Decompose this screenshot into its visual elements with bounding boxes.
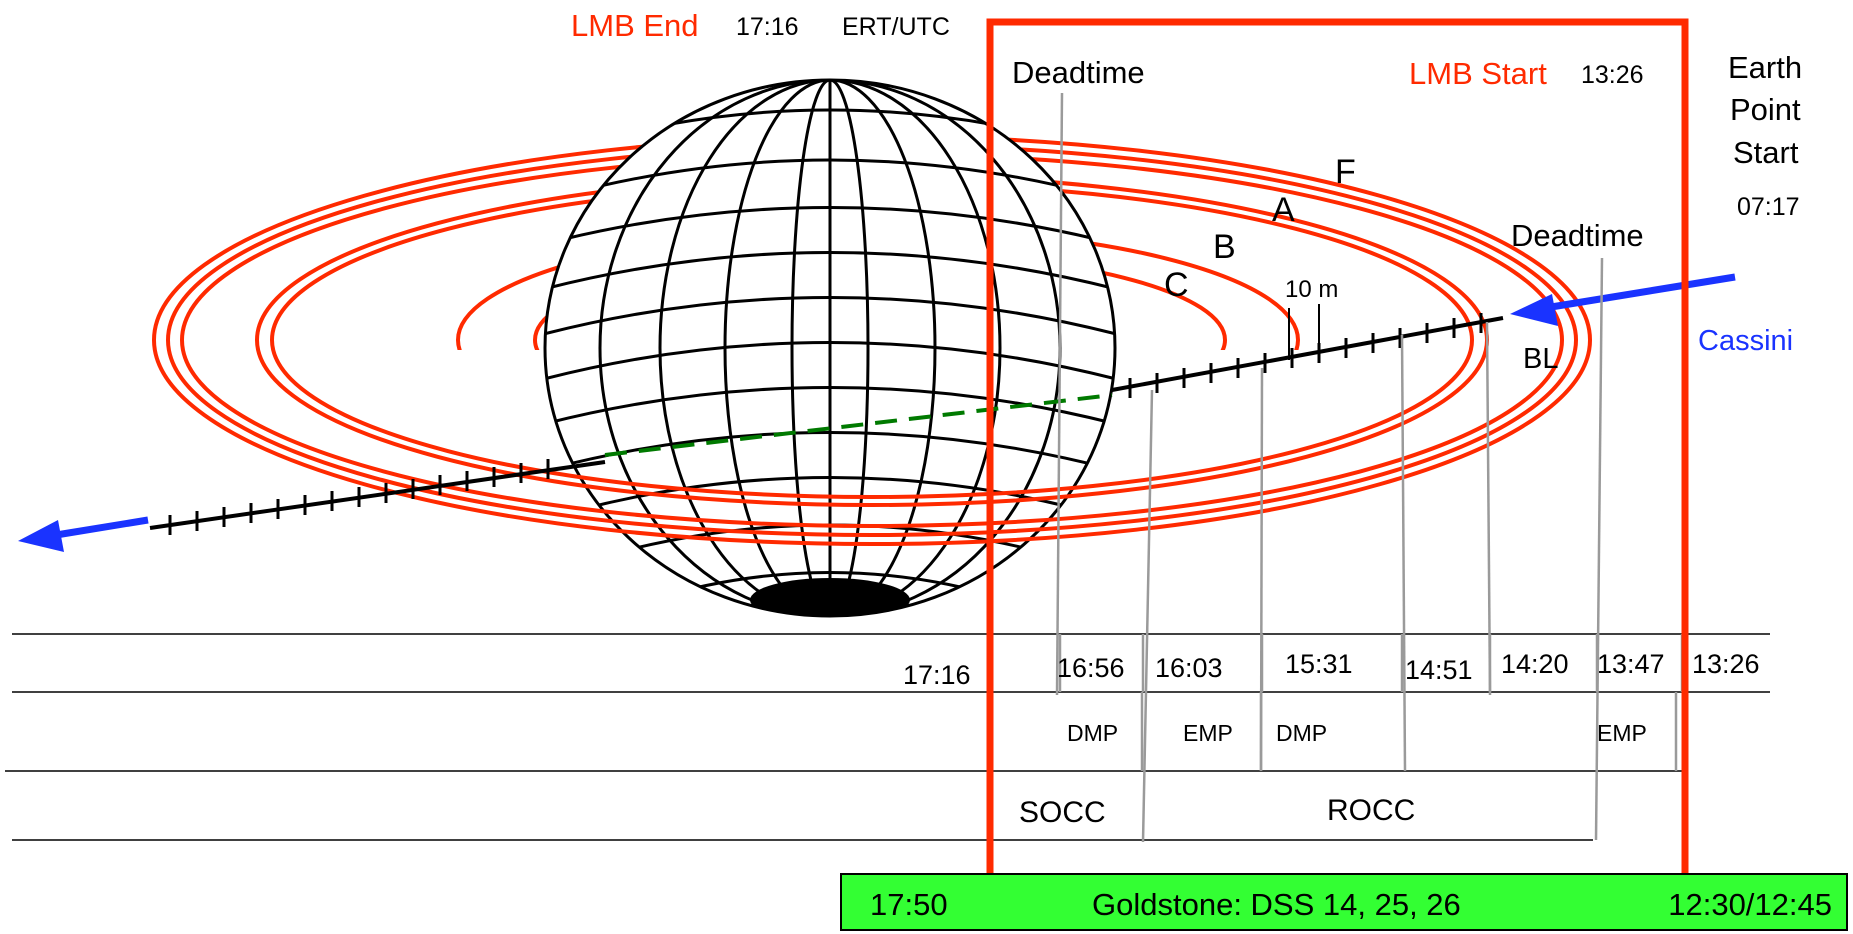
time-tick: 17:16 [903, 660, 971, 690]
earth-point-line3: Start [1733, 135, 1799, 170]
parallel [545, 386, 1115, 427]
ert-utc-label: ERT/UTC [842, 13, 950, 41]
lmb-start-time: 13:26 [1581, 61, 1644, 89]
deadtime-label-left: Deadtime [1012, 55, 1145, 90]
time-tick: 13:47 [1597, 649, 1665, 679]
parallel [545, 251, 1115, 292]
station-coverage-bar: 17:50 Goldstone: DSS 14, 25, 26 12:30/12… [840, 873, 1848, 931]
lmb-end-time: 17:16 [736, 13, 799, 41]
lmb-start-label: LMB Start [1409, 56, 1547, 91]
cassini-label: Cassini [1698, 325, 1794, 357]
cassini-arrow-in [1510, 273, 1736, 326]
station-start-time: 17:50 [870, 887, 948, 922]
parallel [545, 206, 1115, 247]
parallel [545, 341, 1115, 382]
ring-label-bl: BL [1523, 343, 1559, 375]
earth-point-line1: Earth [1728, 50, 1803, 85]
leader-deadtime-right [1594, 257, 1604, 841]
deadtime-label-right: Deadtime [1511, 218, 1644, 253]
leader-deadtime-left [1055, 92, 1064, 696]
trajectory-visible-left [149, 460, 606, 530]
ring-a-outer [167, 350, 1577, 537]
leader-14-51 [1400, 334, 1407, 772]
trajectory-visible-right [1111, 316, 1504, 392]
earth-point-line2: Point [1730, 92, 1801, 127]
station-name: Goldstone: DSS 14, 25, 26 [1092, 887, 1461, 922]
station-end-time: 12:30/12:45 [1668, 887, 1832, 922]
ring-label-b: B [1213, 228, 1236, 266]
ring-label-a: A [1272, 191, 1295, 229]
rings-front [153, 350, 1591, 546]
mode-label: EMP [1183, 720, 1233, 746]
time-tick: 13:26 [1692, 649, 1760, 679]
meridian [658, 80, 1002, 616]
arrow-left-icon [1510, 294, 1558, 326]
earth-point-time: 07:17 [1737, 193, 1800, 221]
scale-markers-10m [1288, 304, 1320, 360]
time-tick: 16:03 [1155, 653, 1223, 683]
meridian [790, 80, 870, 616]
south-pole-dark [750, 578, 910, 616]
time-tick: 15:31 [1285, 649, 1353, 679]
lmb-end-label: LMB End [571, 8, 699, 43]
scale-label-10m: 10 m [1285, 276, 1339, 303]
time-tick: 14:20 [1501, 649, 1569, 679]
cassini-arrow-out [18, 516, 149, 552]
lmb-window-box [986, 18, 1689, 876]
time-tick: 16:56 [1057, 653, 1125, 683]
phase-label-rocc: ROCC [1327, 794, 1416, 827]
mode-label: DMP [1276, 720, 1328, 746]
leader-14-20 [1485, 321, 1492, 696]
phase-label-socc: SOCC [1019, 796, 1106, 829]
parallel [545, 296, 1115, 337]
trajectory-ticks [168, 313, 1483, 535]
time-tick: 14:51 [1405, 655, 1473, 685]
arrow-left-icon [18, 520, 64, 552]
timeline-rules [5, 633, 1770, 841]
mode-label: EMP [1597, 720, 1647, 746]
mode-label: DMP [1067, 720, 1119, 746]
ring-label-f: F [1335, 153, 1356, 191]
ring-b-outer [256, 350, 1488, 507]
ring-a-inner [181, 350, 1563, 528]
trajectory [149, 304, 1504, 535]
trajectory-occulted-dashed [604, 393, 1113, 457]
ring-b-inner [271, 350, 1473, 499]
leader-16-03 [1141, 389, 1154, 843]
parallel [545, 158, 1115, 202]
parallel [559, 476, 1101, 517]
leader-lines [1055, 92, 1684, 843]
ring-f [153, 350, 1591, 546]
ring-label-c: C [1164, 266, 1189, 304]
